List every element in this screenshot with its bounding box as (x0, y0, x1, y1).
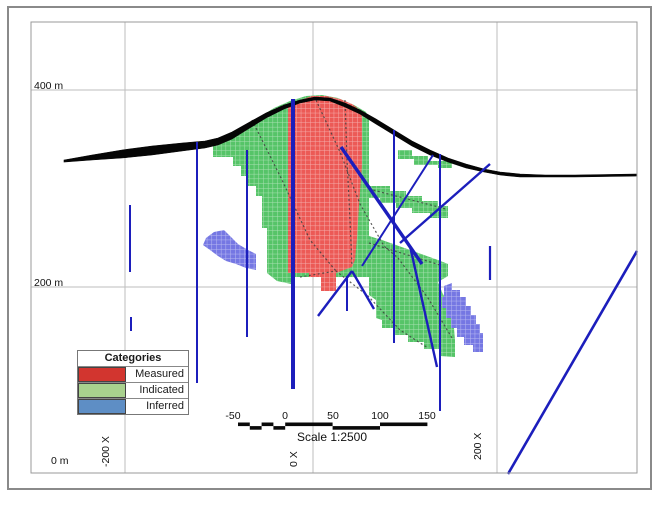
drillhole-trace (350, 270, 376, 310)
dashed-contact-line (299, 270, 429, 349)
drillhole-trace (361, 154, 434, 267)
y-axis-label-400m: 400 m (34, 80, 64, 92)
drillhole-trace (408, 245, 439, 368)
y-axis-label-0m: 0 m (51, 455, 69, 467)
legend-row-indicated: Indicated (78, 383, 188, 399)
dashed-contact-line (251, 119, 337, 272)
dashed-contact-line (344, 99, 353, 267)
dashed-contact-line (368, 242, 441, 266)
inferred-block-mesh (203, 230, 256, 270)
legend-row-inferred: Inferred (78, 399, 188, 414)
measured-block-mesh (288, 96, 362, 291)
scalebar-segment (380, 422, 428, 427)
dashed-contact-line (397, 257, 453, 339)
legend-title: Categories (78, 351, 188, 367)
drillhole-trace (339, 146, 424, 265)
indicated-color-swatch (78, 383, 126, 398)
indicated-block-mesh (369, 186, 448, 218)
y-axis-label-200m: 200 m (34, 277, 64, 289)
indicated-block-mesh (398, 150, 452, 168)
scalebar-tick-100: 100 (371, 410, 389, 422)
scalebar-segment (273, 426, 286, 430)
scalebar-segment (285, 422, 333, 427)
x-axis-label-0x: 0 X (288, 451, 300, 467)
x-axis-label-neg200x: -200 X (100, 436, 112, 467)
x-axis-label-200x: 200 X (472, 432, 484, 460)
legend-label-indicated: Indicated (139, 384, 184, 396)
scalebar-caption: Scale 1:2500 (296, 430, 368, 444)
scalebar-segment (332, 426, 380, 430)
scalebar-segment (261, 422, 274, 427)
inferred-block-mesh (442, 283, 483, 352)
measured-color-swatch (78, 367, 126, 382)
legend-label-measured: Measured (135, 368, 184, 380)
indicated-block-mesh (369, 236, 455, 357)
inferred-color-swatch (78, 399, 126, 414)
legend-label-inferred: Inferred (146, 400, 184, 412)
legend-row-measured: Measured (78, 367, 188, 383)
drillhole-trace (399, 163, 491, 244)
legend-box: Categories Measured Indicated Inferred (77, 350, 189, 415)
dashed-contact-line (315, 99, 399, 259)
scalebar-tick--50: -50 (225, 410, 241, 422)
scalebar-tick-0: 0 (282, 410, 288, 422)
scalebar-tick-50: 50 (327, 410, 339, 422)
plot-border (30, 21, 638, 474)
scalebar-tick-150: 150 (418, 410, 436, 422)
scalebar-segment (249, 426, 262, 430)
scalebar-segment (238, 422, 250, 427)
drillhole-trace (506, 250, 639, 475)
